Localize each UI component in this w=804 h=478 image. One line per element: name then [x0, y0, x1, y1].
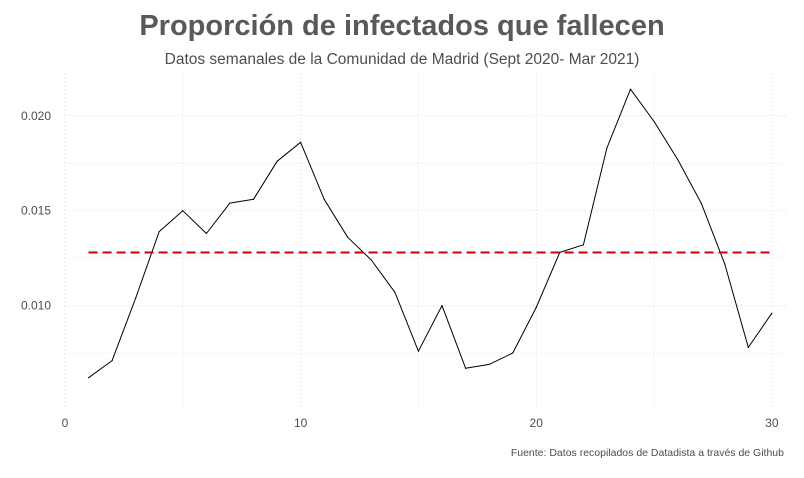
y-tick-label: 0.015 [21, 204, 51, 218]
y-tick-label: 0.010 [21, 299, 51, 313]
x-tick-label: 30 [765, 416, 779, 430]
data-point [653, 120, 655, 123]
data-point [582, 244, 584, 246]
data-point [229, 202, 231, 204]
series-line-0 [88, 88, 773, 379]
chart-caption: Fuente: Datos recopilados de Datadista a… [510, 447, 784, 459]
x-tick-label: 10 [294, 416, 308, 430]
data-point [464, 367, 467, 369]
data-point [135, 297, 137, 299]
tick-label-layer: 0 10 20 30 0.010 0.015 0.020 [21, 109, 779, 430]
chart-subtitle: Datos semanales de la Comunidad de Madri… [164, 51, 640, 68]
data-point [347, 236, 349, 238]
data-point [370, 259, 372, 261]
series-layer [87, 88, 773, 379]
data-point [441, 304, 443, 307]
data-point [87, 377, 90, 379]
data-point [276, 160, 278, 162]
data-point [394, 291, 396, 293]
data-point [488, 363, 490, 366]
data-point [111, 360, 113, 362]
data-point [677, 158, 679, 161]
x-tick-label: 20 [530, 416, 544, 430]
grid-layer [64, 74, 786, 410]
data-point [300, 141, 302, 143]
data-point [747, 346, 749, 348]
data-point [417, 350, 420, 352]
data-point [606, 147, 608, 149]
data-point [158, 230, 160, 233]
data-point [700, 202, 702, 204]
data-point [205, 232, 207, 235]
data-point [629, 88, 632, 90]
chart-title: Proporción de infectados que fallecen [139, 10, 665, 42]
data-point [252, 198, 255, 200]
data-point [182, 210, 184, 212]
data-point [535, 306, 537, 309]
data-point [771, 312, 773, 314]
x-tick-label: 0 [62, 416, 69, 430]
data-point [323, 198, 325, 200]
y-tick-label: 0.020 [21, 109, 51, 123]
data-point [512, 352, 514, 354]
data-point [724, 263, 726, 265]
